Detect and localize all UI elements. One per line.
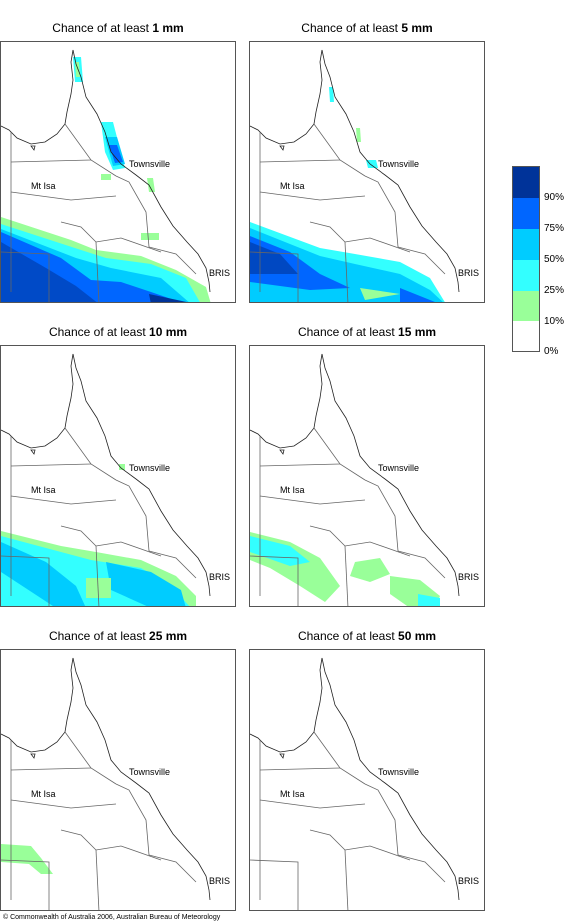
map-frame: Mt Isa Townsville BRIS [0,41,236,303]
coastline-and-borders [1,49,211,302]
legend-label-75: 75% [544,223,565,234]
rainfall-map [1,657,211,910]
mt-isa-label: Mt Isa [31,485,56,495]
panel-title-prefix: Chance of at least [48,325,150,339]
bris-label: BRIS [209,876,231,886]
legend-label-50: 50% [544,254,565,265]
panel-title: Chance of at least 10 mm [0,324,236,340]
panel-title-amount: 15 mm [398,325,437,339]
map-panel-25mm: Chance of at least 25 mm Mt Isa To [0,628,236,913]
probability-shading [250,532,440,606]
mt-isa-label: Mt Isa [31,181,56,191]
legend-label-0: 0% [544,346,559,357]
panel-title-prefix: Chance of at least [297,325,399,339]
townsville-label: Townsville [378,159,420,169]
panel-title: Chance of at least 50 mm [249,628,485,644]
legend-swatch-75-90 [513,198,539,229]
panel-title: Chance of at least 25 mm [0,628,236,644]
map-panel-10mm: Chance of at least 10 mm [0,324,236,609]
panel-title-amount: 1 mm [152,21,184,35]
coastline-and-borders [250,49,460,302]
panel-title-amount: 50 mm [398,629,437,643]
legend-swatch-0-10 [513,321,539,351]
mt-isa-label: Mt Isa [280,181,305,191]
mt-isa-label: Mt Isa [280,789,305,799]
panel-title-prefix: Chance of at least [52,21,153,35]
panel-title: Chance of at least 15 mm [249,324,485,340]
map-frame: Mt Isa Townsville BRIS [0,649,236,911]
bris-label: BRIS [458,572,480,582]
coastline-and-borders [250,353,460,606]
rainfall-map [1,353,211,606]
map-panel-15mm: Chance of at least 15 mm [249,324,485,609]
coastline-and-borders [1,657,211,910]
legend-color-bar [512,166,540,352]
legend-swatch-10-25 [513,291,539,321]
rainfall-map [250,49,460,302]
map-frame: Mt Isa Townsville BRIS [249,649,485,911]
rainfall-map [1,49,211,302]
probability-shading [1,464,196,606]
bris-label: BRIS [209,268,231,278]
rainfall-map [250,353,460,606]
coastline-and-borders [1,353,211,606]
bris-label: BRIS [209,572,231,582]
map-panel-5mm: Chance of at least 5 mm [249,20,485,305]
probability-shading [1,57,211,302]
legend-label-90: 90% [544,192,565,203]
townsville-label: Townsville [129,159,171,169]
panel-title: Chance of at least 1 mm [0,20,236,36]
townsville-label: Townsville [129,463,171,473]
legend-swatch-50-75 [513,229,539,260]
probability-shading [1,844,53,874]
probability-legend: 90% 75% 50% 25% 10% 0% [512,166,570,357]
panel-title-prefix: Chance of at least [301,21,402,35]
map-frame: Mt Isa Townsville BRIS [249,41,485,303]
copyright-notice: © Commonwealth of Australia 2006, Austra… [3,914,221,921]
coastline-and-borders [250,657,460,910]
mt-isa-label: Mt Isa [280,485,305,495]
map-frame: Mt Isa Townsville BRIS [0,345,236,607]
panel-title-amount: 25 mm [149,629,188,643]
map-panel-50mm: Chance of at least 50 mm Mt Isa Townsvil… [249,628,485,913]
rainfall-map [250,657,460,910]
bris-label: BRIS [458,268,480,278]
legend-label-10: 10% [544,316,565,327]
legend-swatch-25-50 [513,260,539,291]
panel-title-prefix: Chance of at least [48,629,150,643]
townsville-label: Townsville [129,767,171,777]
map-frame: Mt Isa Townsville BRIS [249,345,485,607]
townsville-label: Townsville [378,767,420,777]
panel-title-amount: 5 mm [401,21,433,35]
bris-label: BRIS [458,876,480,886]
map-panel-1mm: Chance of at least 1 mm [0,20,236,305]
mt-isa-label: Mt Isa [31,789,56,799]
panel-title-amount: 10 mm [149,325,188,339]
legend-label-25: 25% [544,285,565,296]
townsville-label: Townsville [378,463,420,473]
legend-swatch-90-100 [513,167,539,198]
panel-title-prefix: Chance of at least [297,629,399,643]
panel-title: Chance of at least 5 mm [249,20,485,36]
